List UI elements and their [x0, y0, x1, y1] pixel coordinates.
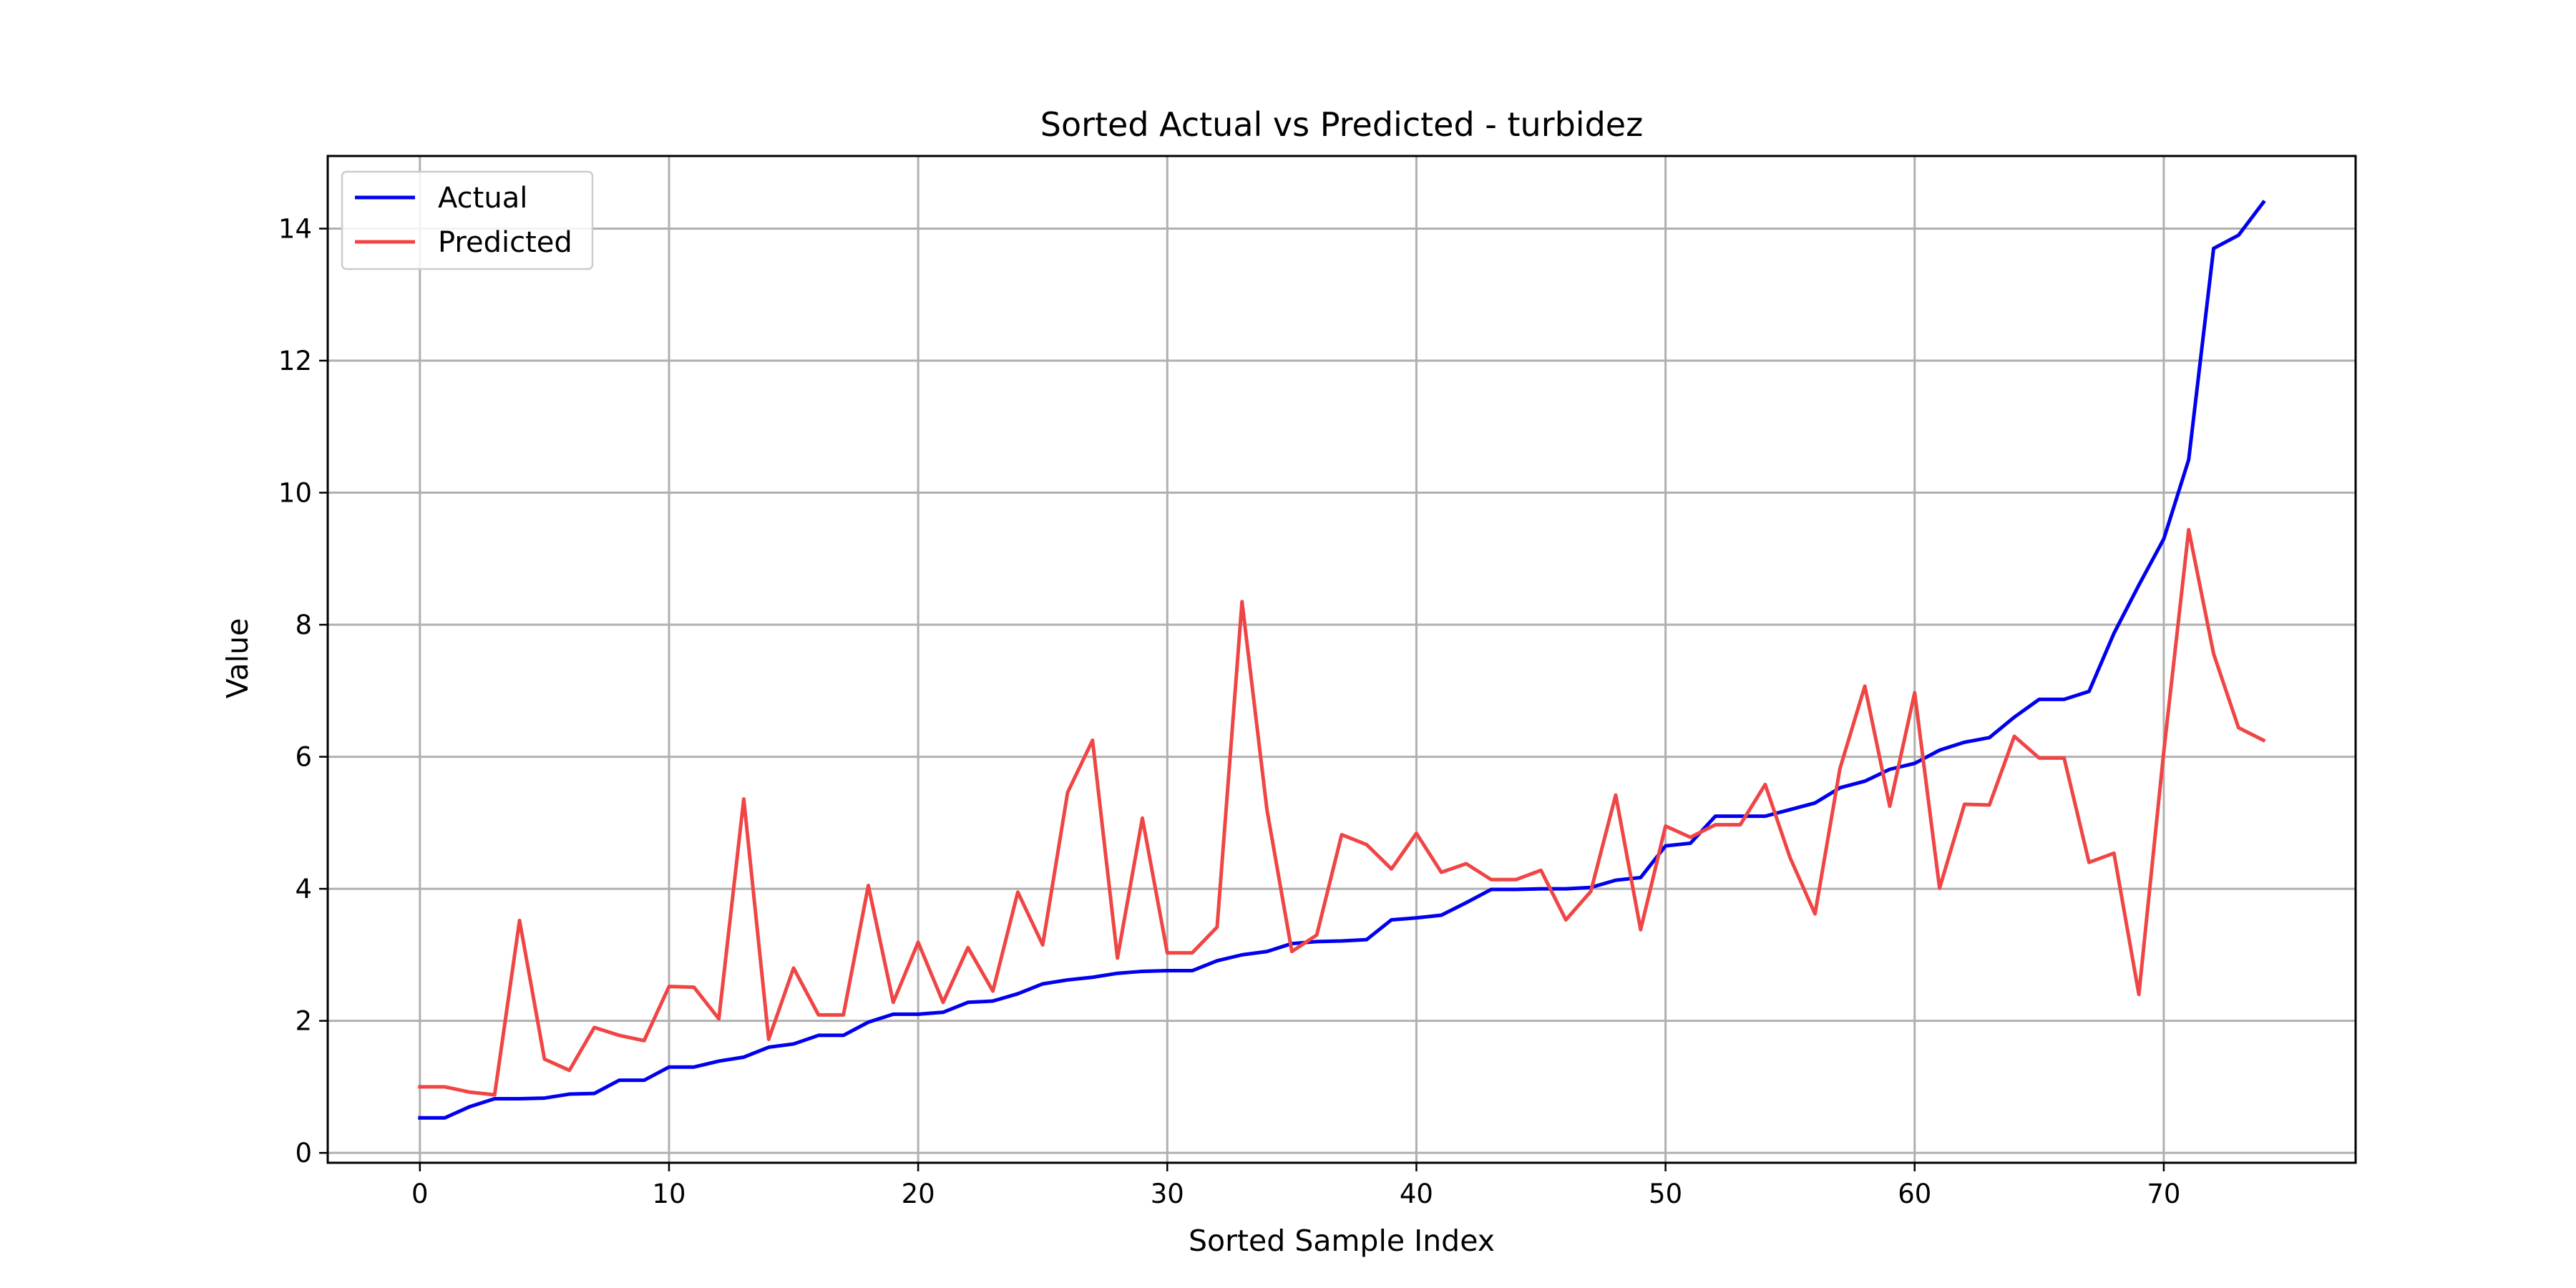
- y-tick-label: 4: [295, 874, 312, 904]
- y-tick-label: 8: [295, 610, 312, 640]
- y-tick-label: 12: [278, 346, 312, 376]
- y-tick-label: 2: [295, 1006, 312, 1037]
- series-line-actual: [418, 200, 2266, 1120]
- y-tick-label: 14: [278, 213, 312, 244]
- legend-label-actual: Actual: [438, 182, 527, 215]
- x-tick-label: 60: [1898, 1179, 1931, 1209]
- y-axis-label: Value: [220, 618, 255, 699]
- series-layer: [418, 200, 2266, 1120]
- chart-title: Sorted Actual vs Predicted - turbidez: [1040, 105, 1643, 144]
- x-axis-label: Sorted Sample Index: [1189, 1224, 1495, 1258]
- series-line-predicted: [418, 527, 2266, 1097]
- x-tick-label: 70: [2147, 1179, 2180, 1209]
- y-tick-label: 6: [295, 742, 312, 773]
- legend-label-predicted: Predicted: [438, 226, 572, 259]
- y-tick-label: 0: [295, 1138, 312, 1169]
- grid: [328, 156, 2356, 1163]
- y-axis: 0 2 4 6 8 10 12 14: [278, 213, 328, 1169]
- legend: Actual Predicted: [341, 170, 594, 270]
- x-tick-label: 10: [652, 1179, 686, 1209]
- plot-frame: [326, 155, 2357, 1164]
- x-tick-label: 50: [1649, 1179, 1682, 1209]
- x-tick-label: 20: [902, 1179, 935, 1209]
- x-tick-label: 30: [1151, 1179, 1184, 1209]
- x-tick-label: 40: [1400, 1179, 1433, 1209]
- y-tick-label: 10: [278, 478, 312, 509]
- x-axis: 0 10 20 30 40 50 60 70: [411, 1163, 2180, 1209]
- x-tick-label: 0: [411, 1179, 429, 1209]
